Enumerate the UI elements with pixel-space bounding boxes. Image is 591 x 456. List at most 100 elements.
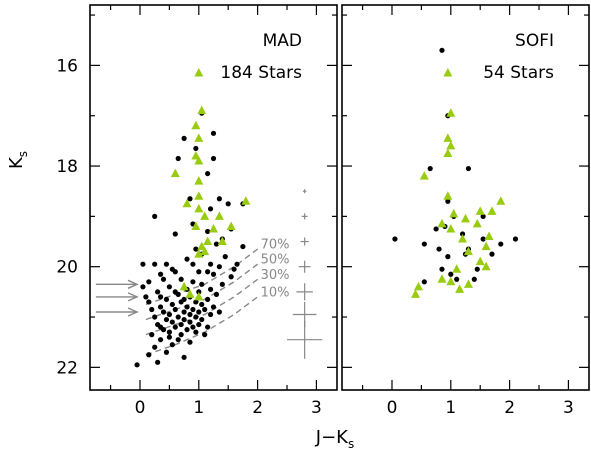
star-point: [436, 246, 442, 252]
x-tick-label: 1: [193, 398, 204, 418]
triangle-point: [194, 191, 204, 200]
star-point: [193, 145, 199, 152]
triangle-point: [194, 67, 204, 77]
completeness-label: 10%: [261, 285, 290, 300]
triangle-point: [191, 221, 201, 230]
star-point: [181, 354, 187, 360]
star-point: [172, 289, 178, 295]
star-point: [157, 294, 164, 300]
star-point: [184, 256, 190, 262]
triangle-point: [200, 211, 210, 220]
star-point: [152, 213, 158, 219]
star-point: [181, 135, 187, 141]
star-point: [439, 266, 445, 272]
triangle-point: [446, 140, 456, 150]
star-point: [240, 243, 246, 250]
star-point: [175, 337, 181, 343]
star-point: [160, 276, 167, 282]
panel-frame: [341, 4, 590, 391]
star-point: [190, 279, 196, 285]
star-point: [234, 261, 240, 267]
star-point: [210, 304, 217, 310]
triangle-point: [487, 206, 497, 215]
triangle-point: [194, 249, 204, 258]
star-point: [199, 281, 205, 287]
star-point: [210, 155, 217, 162]
x-tick-label: 0: [387, 398, 398, 418]
star-point: [213, 291, 220, 297]
star-point: [160, 309, 167, 315]
triangle-point: [203, 236, 213, 246]
triangle-point: [194, 291, 204, 301]
triangle-point: [411, 289, 421, 298]
x-axis-label-sub: s: [348, 437, 354, 451]
star-point: [421, 279, 427, 285]
star-point: [471, 276, 477, 282]
star-point: [439, 47, 445, 53]
star-point: [181, 296, 187, 303]
x-tick-label: 3: [563, 398, 574, 418]
panel-sofi: 0 1 2 3 SOFI 54 Stars: [341, 4, 590, 418]
triangle-point: [413, 281, 423, 291]
star-point: [207, 206, 214, 212]
star-point: [181, 309, 187, 315]
star-point: [175, 155, 181, 162]
star-point: [146, 299, 152, 305]
triangle-point: [463, 246, 473, 256]
triangle-point: [194, 133, 204, 142]
star-point: [149, 306, 155, 313]
star-point: [465, 165, 472, 172]
star-point: [202, 306, 208, 313]
star-point: [169, 301, 175, 308]
completeness-label: 70%: [261, 238, 290, 253]
star-point: [155, 289, 161, 295]
star-point: [152, 261, 158, 267]
star-point: [190, 261, 196, 267]
y-axis-label: Ks: [6, 151, 30, 169]
limit-arrow-head: [127, 279, 139, 289]
triangle-point: [191, 120, 201, 130]
star-point: [146, 352, 152, 358]
star-point: [193, 299, 199, 305]
triangle-point: [484, 231, 494, 241]
triangle-point: [185, 289, 195, 298]
triangle-point: [475, 256, 485, 266]
star-point: [166, 311, 172, 318]
completeness-label: 30%: [261, 268, 290, 283]
star-point: [166, 329, 172, 335]
star-point: [190, 306, 196, 313]
star-point: [178, 276, 184, 282]
triangle-point: [472, 218, 482, 228]
star-point: [210, 130, 217, 136]
star-point: [166, 284, 172, 290]
star-point: [172, 324, 178, 330]
panel-title: MAD: [263, 31, 302, 51]
star-point: [157, 337, 164, 343]
star-point: [454, 276, 460, 282]
star-point: [216, 264, 222, 270]
star-point: [207, 261, 214, 267]
star-point: [172, 231, 178, 237]
star-point: [166, 334, 172, 340]
star-point: [205, 170, 211, 177]
star-point: [216, 309, 222, 315]
star-point: [433, 226, 439, 232]
star-point: [134, 362, 140, 368]
triangle-point: [200, 246, 210, 256]
star-point: [480, 213, 486, 219]
star-point: [184, 327, 190, 333]
star-point: [445, 254, 451, 260]
triangle-point: [463, 279, 473, 288]
panel-mad: 0 1 2 3 16 18 20 22 MAD 184 Stars 70%50%30% 10%: [56, 4, 338, 418]
star-point: [202, 332, 208, 338]
triangle-point: [475, 206, 485, 215]
triangle-point: [179, 281, 189, 291]
star-point: [187, 339, 193, 345]
star-point: [199, 316, 205, 323]
star-point: [196, 289, 202, 295]
star-point: [207, 311, 214, 318]
star-point: [205, 296, 211, 303]
triangle-point: [182, 198, 192, 208]
panel-title: SOFI: [515, 31, 554, 51]
